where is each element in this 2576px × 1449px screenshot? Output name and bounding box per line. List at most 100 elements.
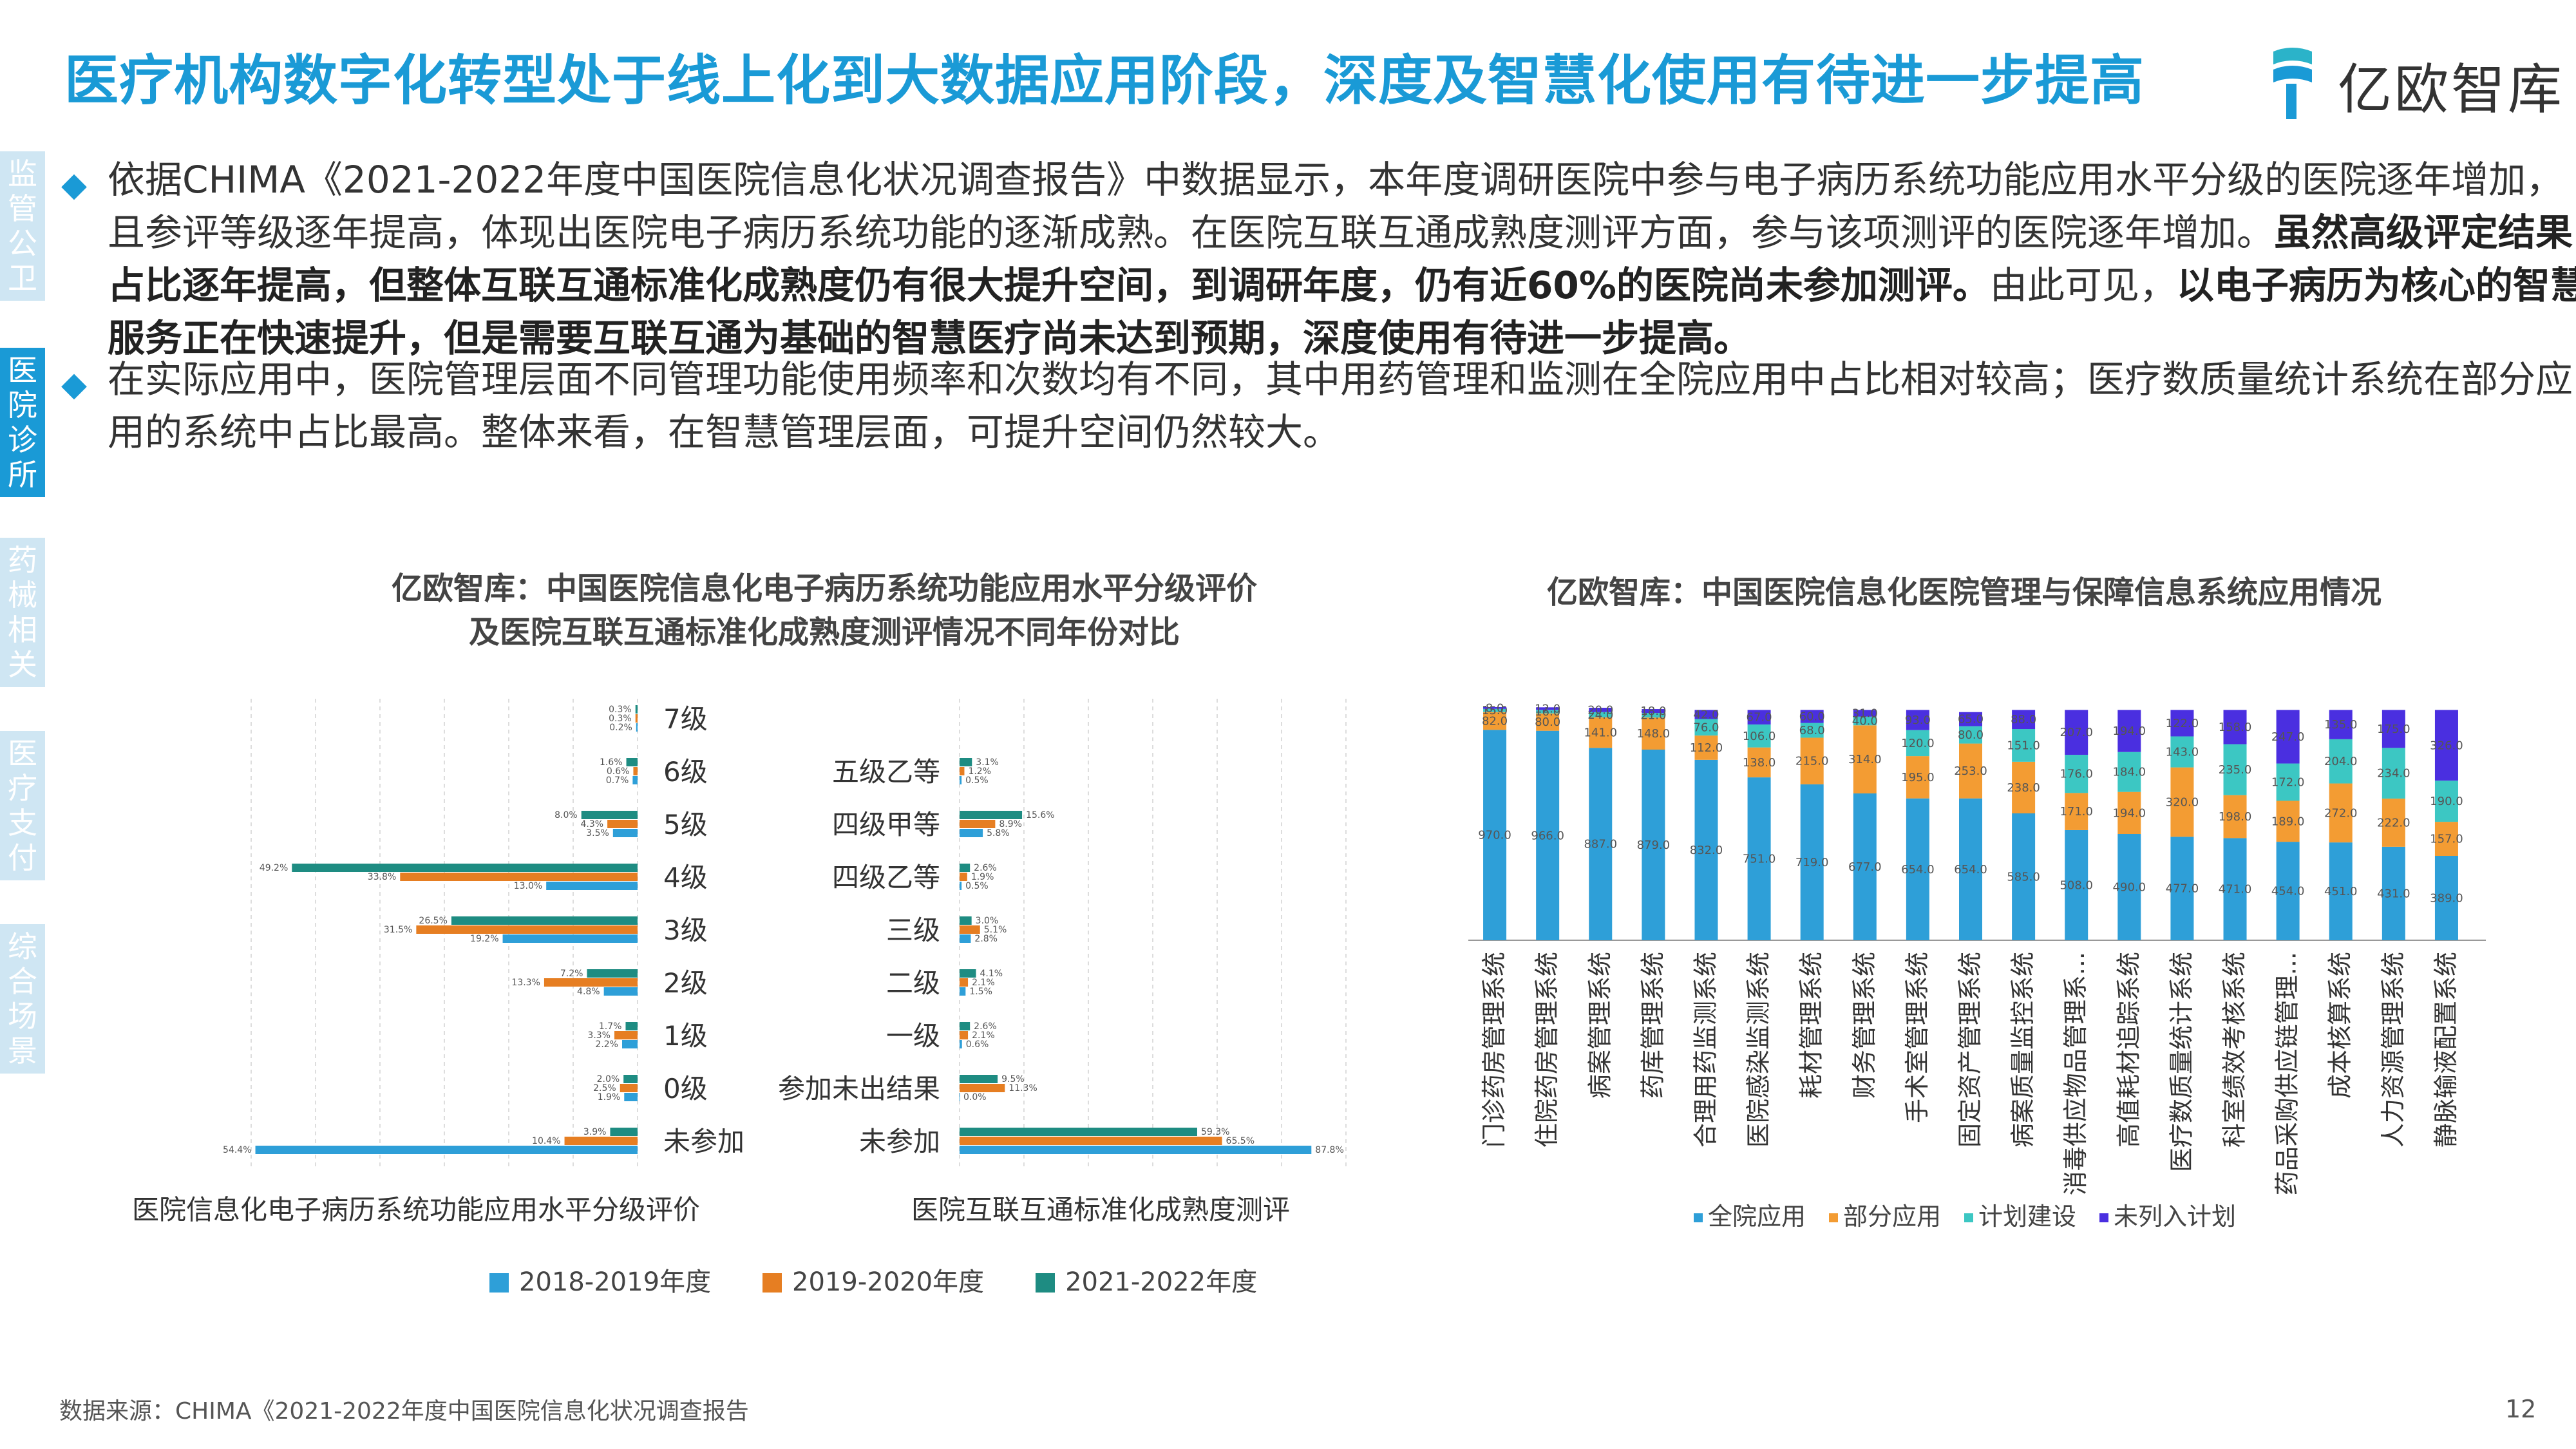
data-label: 215.0 [1795,755,1829,768]
stacked-segment [1536,730,1560,940]
category-label: 一级 [886,1020,940,1052]
stacked-segment [1483,707,1507,709]
data-label: 654.0 [1901,863,1935,876]
legend-swatch [1694,1213,1703,1222]
bar [960,873,967,881]
bar [960,882,962,890]
data-label: 26.5% [419,916,447,926]
bar [960,829,983,837]
data-label: 148.0 [1637,727,1671,741]
data-label: 11.3% [1009,1083,1037,1094]
bar [635,705,638,714]
category-label: 五级乙等 [832,756,940,788]
data-label: 0.6% [607,766,630,777]
stacked-segment [1536,713,1560,731]
stacked-segment [1906,756,1929,799]
bar [635,714,638,723]
data-label: 2.6% [974,863,997,873]
stacked-segment [1906,798,1929,940]
bar [960,776,962,784]
category-label: 未参加 [859,1126,940,1157]
bar [416,925,638,934]
sidebar-tab-supervision[interactable]: 监管公卫 [0,151,45,301]
category-label: 药库管理系统 [1638,952,1667,1099]
bar [960,1040,962,1048]
bar [581,811,638,819]
category-label: 固定资产管理系统 [1956,952,1984,1148]
stacked-segment [2223,795,2247,838]
data-label: 0.7% [606,775,629,786]
data-label: 31.5% [384,925,412,935]
chart-left-b-subtitle: 医院互联互通标准化成熟度测评 [911,1194,1291,1226]
chart-right-legend: 全院应用 部分应用 计划建设 未列入计划 [1694,1197,2402,1235]
data-label: 247.0 [2271,730,2305,744]
legend-swatch [1964,1213,1974,1222]
stacked-segment [2117,833,2141,940]
data-label: 3.9% [583,1127,607,1137]
data-label: 326.0 [2430,739,2463,752]
data-label: 195.0 [1901,771,1935,784]
data-label: 431.0 [2377,887,2410,900]
data-label: 887.0 [1584,838,1617,851]
logo-icon [2273,48,2312,119]
data-label: 80.0 [1958,728,1984,742]
bar [960,1022,971,1030]
stacked-segment [1536,707,1560,710]
stacked-segment [1589,748,1613,940]
data-label: 106.0 [1743,730,1776,743]
category-label: 合理用药监测系统 [1691,952,1719,1148]
legend-item: 计划建设 [1964,1197,2076,1232]
category-label: 3级 [663,914,708,946]
legend-label: 计划建设 [1978,1202,2077,1231]
category-label: 7级 [663,703,708,735]
data-label: 176.0 [2060,768,2093,781]
sidebar-tab-integrated[interactable]: 综合场景 [0,924,45,1074]
data-label: 5.8% [987,828,1010,838]
bar [960,969,976,978]
bar [632,776,638,784]
data-label: 389.0 [2430,892,2463,905]
sidebar-tab-pharma[interactable]: 药械相关 [0,538,45,687]
stacked-segment [1800,723,1824,738]
data-label: 40.0 [1852,715,1878,728]
data-label: 4.1% [980,969,1003,979]
data-label: 93.0 [1905,714,1931,727]
legend-label: 2019-2020年度 [792,1267,985,1297]
data-label: 3.3% [587,1030,611,1041]
legend-label: 2018-2019年度 [519,1267,712,1297]
data-label: 122.0 [2166,717,2199,730]
bar [623,1075,638,1083]
stacked-segment [2382,748,2405,799]
data-label: 235.0 [2219,763,2252,777]
stacked-segment [1853,725,1877,794]
data-label: 222.0 [2377,816,2410,829]
data-label: 654.0 [1954,863,1987,876]
data-label: 5.1% [984,925,1007,935]
data-label: 138.0 [1743,756,1776,770]
stacked-segment [2223,838,2247,940]
data-label: 3.5% [586,828,609,838]
category-label: 药品采购供应链管理... [2273,952,2302,1195]
legend-label: 部分应用 [1843,1202,1942,1231]
bar [622,1040,638,1048]
bullet-2-text: 在实际应用中，医院管理层面不同管理功能使用频率和次数均有不同，其中用药管理和监测… [108,357,2573,454]
stacked-segment [2276,710,2300,764]
stacked-segment [1483,708,1507,712]
stacked-segment [2276,763,2300,801]
category-label: 医院感染监测系统 [1745,952,1773,1148]
sidebar-tab-payment[interactable]: 医疗支付 [0,731,45,880]
bar [633,767,638,775]
stacked-segment [2276,842,2300,940]
stacked-segment [1853,793,1877,940]
bar [960,820,996,828]
bar [960,1084,1005,1092]
data-label: 194.0 [2113,806,2146,820]
data-label: 141.0 [1584,726,1617,740]
chart-left-title-line1: 亿欧智库：中国医院信息化电子病历系统功能应用水平分级评价 [391,571,1257,607]
chart-left-title: 亿欧智库：中国医院信息化电子病历系统功能应用水平分级评价 及医院互联互通标准化成… [270,567,1378,654]
data-label: 490.0 [2113,880,2146,894]
sidebar-tab-hospital[interactable]: 医院诊所 [0,348,45,497]
data-label: 3.1% [976,757,999,768]
stacked-segment [2382,710,2405,748]
category-label: 6级 [663,756,708,788]
